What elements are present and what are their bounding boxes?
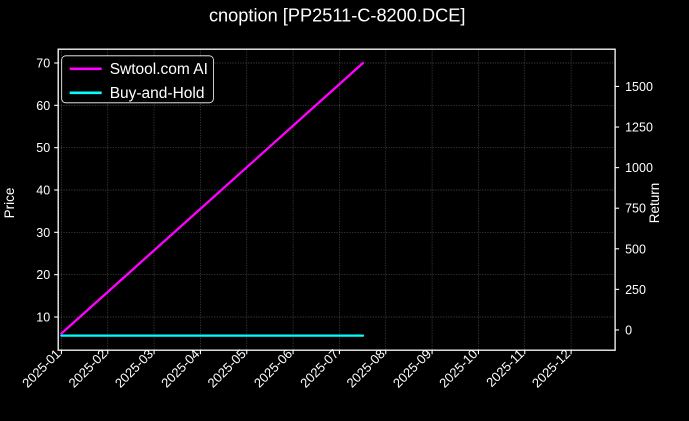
svg-text:30: 30 xyxy=(36,226,50,240)
svg-text:0: 0 xyxy=(625,323,632,337)
svg-text:750: 750 xyxy=(625,202,646,216)
svg-text:1000: 1000 xyxy=(625,161,653,175)
svg-text:10: 10 xyxy=(36,311,50,325)
svg-text:40: 40 xyxy=(36,184,50,198)
svg-text:Swtool.com AI: Swtool.com AI xyxy=(110,61,208,78)
svg-text:Buy-and-Hold: Buy-and-Hold xyxy=(110,85,205,102)
svg-text:70: 70 xyxy=(36,57,50,71)
svg-text:250: 250 xyxy=(625,283,646,297)
svg-text:1250: 1250 xyxy=(625,121,653,135)
svg-text:1500: 1500 xyxy=(625,80,653,94)
svg-text:Price: Price xyxy=(2,188,17,219)
svg-text:Return: Return xyxy=(647,183,662,224)
svg-text:500: 500 xyxy=(625,242,646,256)
svg-text:cnoption [PP2511-C-8200.DCE]: cnoption [PP2511-C-8200.DCE] xyxy=(209,6,465,26)
svg-text:20: 20 xyxy=(36,268,50,282)
svg-text:50: 50 xyxy=(36,141,50,155)
svg-text:60: 60 xyxy=(36,99,50,113)
